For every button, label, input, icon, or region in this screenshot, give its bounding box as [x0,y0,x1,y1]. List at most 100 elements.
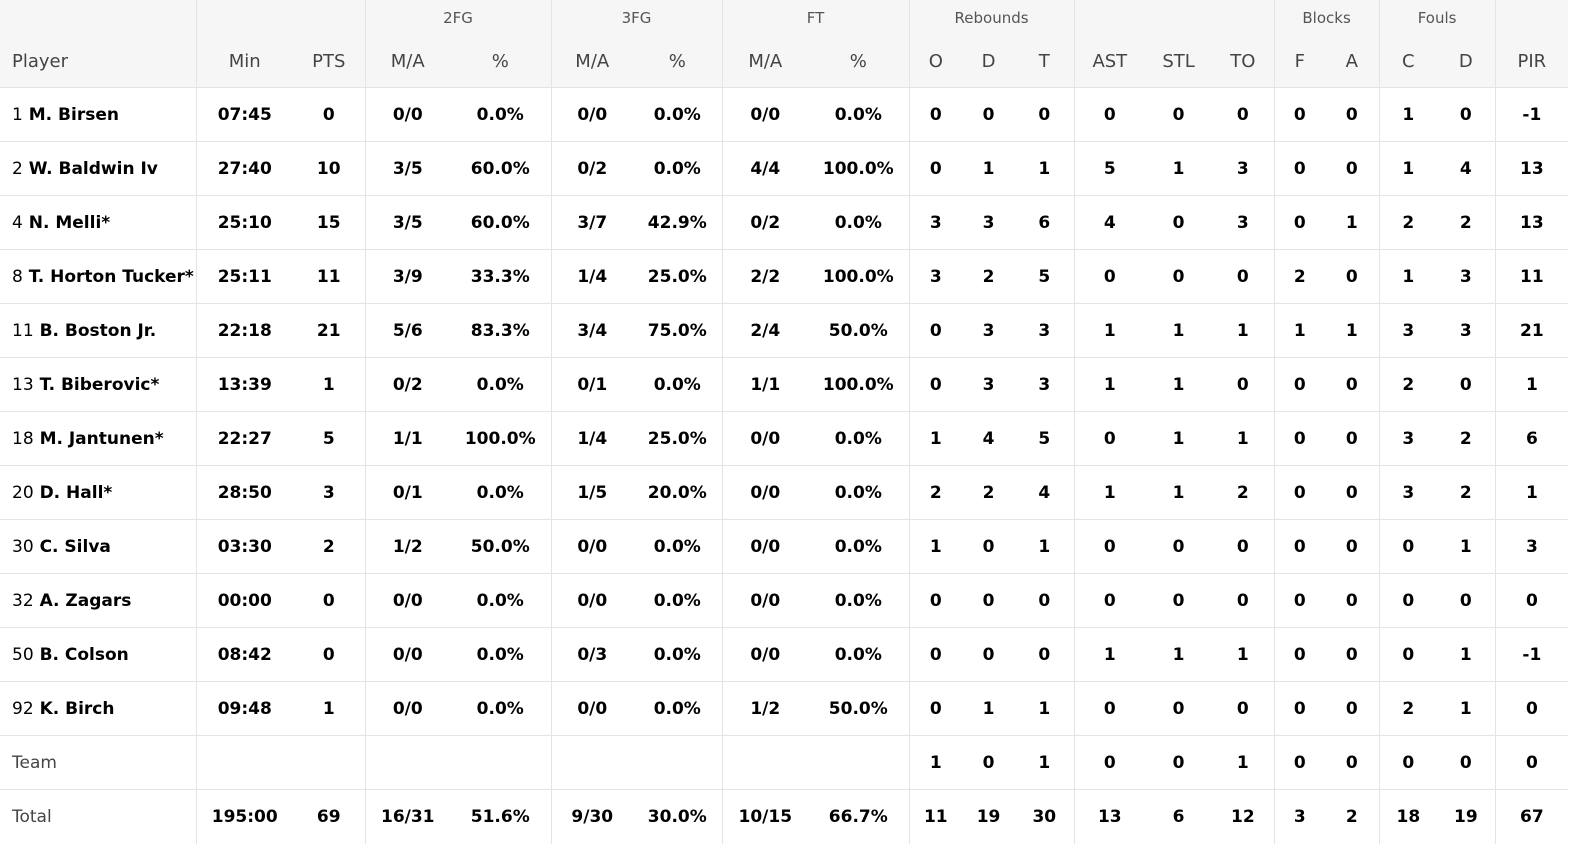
player-cell: 8 T. Horton Tucker* [0,249,196,304]
cell-reb-o: 3 [908,195,963,250]
cell-pir: -1 [1494,627,1569,682]
cell-pts: 69 [293,789,365,844]
cell-ft-ma: 1/2 [721,681,809,736]
group-header-ft: FT [721,0,910,36]
cell-ast: 1 [1073,627,1146,682]
cell-reb-t: 5 [1015,411,1075,466]
cell-ft-ma [721,735,809,790]
player-number: 92 [12,698,34,719]
cell-pts [293,735,365,790]
cell-reb-o: 1 [908,519,963,574]
cell-to: 0 [1212,87,1275,142]
cell-to: 0 [1212,249,1275,304]
cell-min: 25:10 [195,195,293,250]
cell-reb-o: 0 [908,141,963,196]
column-header-reb-t: T [1038,51,1050,72]
cell-blk-f: 0 [1273,87,1326,142]
player-number: 18 [12,428,34,449]
cell-foul-d: 1 [1437,519,1496,574]
cell-pts: 3 [293,465,365,520]
cell-fg2-pct: 0.0% [450,87,552,142]
cell-min: 195:00 [195,789,293,844]
cell-ft-ma: 0/2 [721,195,809,250]
cell-fg3-pct: 0.0% [633,519,723,574]
cell-pir: 21 [1494,303,1569,358]
cell-to: 2 [1212,465,1275,520]
cell-blk-f: 0 [1273,735,1326,790]
cell-pir: 0 [1494,735,1569,790]
cell-pts: 0 [293,627,365,682]
cell-reb-t: 6 [1015,195,1075,250]
cell-fg3-ma: 9/30 [550,789,634,844]
cell-foul-d: 1 [1437,627,1496,682]
cell-ft-ma: 10/15 [721,789,809,844]
cell-to: 3 [1212,141,1275,196]
cell-blk-f: 0 [1273,627,1326,682]
cell-to: 0 [1212,573,1275,628]
cell-fg3-pct: 75.0% [633,303,723,358]
group-header-rebounds: Rebounds [908,0,1075,36]
cell-foul-c: 3 [1378,303,1438,358]
cell-fg3-ma: 3/4 [550,303,634,358]
cell-to: 0 [1212,519,1275,574]
table-row: 11 B. Boston Jr. 22:18 21 5/6 83.3% 3/4 75.0% 2… [0,303,1569,358]
player-name: B. Colson [39,644,129,665]
cell-to: 12 [1212,789,1275,844]
cell-ast: 0 [1073,681,1146,736]
cell-pts: 1 [293,357,365,412]
column-header-pir: PIR [1494,36,1569,88]
cell-blk-a: 0 [1325,627,1380,682]
cell-fg3-ma: 0/3 [550,627,634,682]
cell-ast: 1 [1073,465,1146,520]
cell-reb-o: 0 [908,303,963,358]
cell-blk-f: 0 [1273,573,1326,628]
cell-ast: 0 [1073,411,1146,466]
cell-pir: 13 [1494,141,1569,196]
cell-min: 27:40 [195,141,293,196]
cell-fg3-ma: 1/4 [550,411,634,466]
cell-blk-f: 0 [1273,519,1326,574]
cell-min: 08:42 [195,627,293,682]
box-score-table: 2FG 3FG FT Rebounds Blocks Fouls Player … [0,0,1569,844]
cell-foul-c: 0 [1378,573,1438,628]
cell-reb-t: 3 [1015,303,1075,358]
cell-fg3-ma: 0/2 [550,141,634,196]
player-number: 2 [12,158,23,179]
cell-fg3-pct: 0.0% [633,141,723,196]
cell-foul-c: 2 [1378,681,1438,736]
column-header-to: TO [1230,51,1256,72]
cell-reb-d: 1 [962,681,1016,736]
cell-fg3-ma: 3/7 [550,195,634,250]
cell-pts: 10 [293,141,365,196]
cell-reb-t: 30 [1015,789,1075,844]
cell-fg2-ma: 0/0 [364,87,450,142]
cell-foul-c: 1 [1378,87,1438,142]
player-name: K. Birch [39,698,115,719]
group-pir-spacer [1494,0,1569,36]
cell-stl: 0 [1145,735,1213,790]
cell-fg2-ma: 0/2 [364,357,450,412]
player-cell: 20 D. Hall* [0,465,196,520]
cell-pts: 21 [293,303,365,358]
column-header-blk-f: F [1273,36,1326,88]
cell-ast: 13 [1073,789,1146,844]
cell-foul-d: 3 [1437,303,1496,358]
cell-fg2-ma: 5/6 [364,303,450,358]
cell-reb-o: 1 [908,411,963,466]
cell-foul-c: 2 [1378,195,1438,250]
cell-foul-c: 2 [1378,357,1438,412]
table-row: 18 M. Jantunen* 22:27 5 1/1 100.0% 1/4 25.0% 0/… [0,411,1569,466]
cell-fg3-pct: 0.0% [633,627,723,682]
cell-pir: 1 [1494,357,1569,412]
cell-min: 13:39 [195,357,293,412]
group-ast-stl-to-spacer [1073,0,1275,36]
cell-to: 1 [1212,303,1275,358]
cell-ast: 0 [1073,735,1146,790]
total-row: Total 195:00 69 16/31 51.6% 9/30 30.0% 10/15 66.… [0,789,1569,844]
column-header-ft-pct: % [849,51,867,72]
column-header-min: Min [195,36,293,88]
cell-reb-d: 1 [962,141,1016,196]
team-label: Team [0,735,196,790]
cell-ft-ma: 2/4 [721,303,809,358]
group-player-spacer [0,0,196,36]
